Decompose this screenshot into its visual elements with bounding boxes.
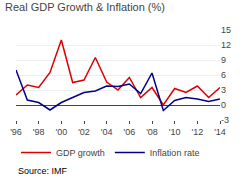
svg-text:'14: '14: [214, 127, 226, 137]
svg-text:'06: '06: [123, 127, 135, 137]
svg-text:Source: IMF: Source: IMF: [18, 166, 68, 176]
svg-text:'12: '12: [191, 127, 203, 137]
svg-text:'04: '04: [101, 127, 113, 137]
svg-text:15: 15: [221, 25, 231, 35]
svg-text:12: 12: [221, 40, 231, 50]
svg-text:9: 9: [221, 55, 226, 65]
svg-text:'02: '02: [78, 127, 90, 137]
svg-text:'00: '00: [55, 127, 67, 137]
svg-text:'96: '96: [10, 127, 22, 137]
svg-text:'98: '98: [33, 127, 45, 137]
svg-text:GDP growth: GDP growth: [56, 148, 105, 158]
svg-text:'10: '10: [169, 127, 181, 137]
svg-text:-3: -3: [221, 115, 229, 125]
svg-text:0: 0: [221, 100, 226, 110]
svg-text:3: 3: [221, 85, 226, 95]
svg-text:Inflation rate: Inflation rate: [150, 148, 200, 158]
svg-text:Real GDP Growth & Inflation (%: Real GDP Growth & Inflation (%): [5, 1, 165, 13]
svg-text:'08: '08: [146, 127, 158, 137]
svg-text:6: 6: [221, 70, 226, 80]
